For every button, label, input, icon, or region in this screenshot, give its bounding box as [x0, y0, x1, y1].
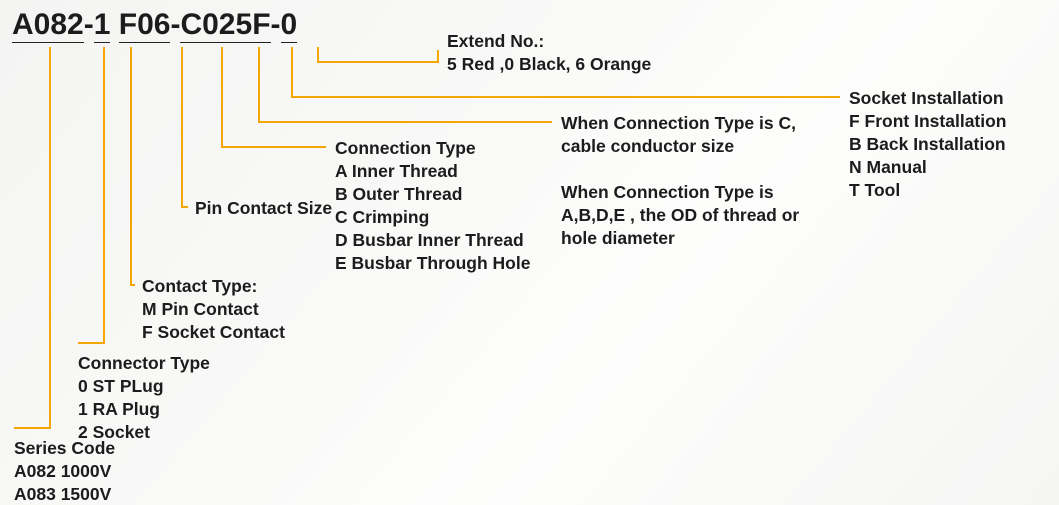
callout-line: D Busbar Inner Thread: [335, 229, 530, 252]
part-segment: 025: [202, 8, 252, 43]
part-segment: -: [271, 8, 281, 41]
part-segment: F: [252, 8, 270, 43]
leader-connector-type: [78, 47, 104, 343]
part-segment: A082: [12, 8, 84, 43]
callout-line: cable conductor size: [561, 135, 799, 158]
callout-series-code: Series CodeA082 1000VA083 1500V: [14, 437, 115, 505]
part-segment: F: [119, 8, 137, 43]
callout-connector-type: Connector Type0 ST PLug1 RA Plug2 Socket: [78, 352, 210, 444]
callout-line: F Front Installation: [849, 110, 1007, 133]
callout-line: A,B,D,E , the OD of thread or: [561, 204, 799, 227]
callout-header: Series Code: [14, 437, 115, 460]
leader-pin-contact-size: [182, 47, 188, 207]
callout-header: Connection Type: [335, 137, 530, 160]
callout-contact-type: Contact Type:M Pin ContactF Socket Conta…: [142, 275, 285, 344]
callout-line: F Socket Contact: [142, 321, 285, 344]
callout-line: [561, 158, 799, 181]
callout-pin-contact-size: Pin Contact Size: [195, 197, 332, 220]
callout-line: A Inner Thread: [335, 160, 530, 183]
callout-line: 1 RA Plug: [78, 398, 210, 421]
callout-line: 5 Red ,0 Black, 6 Orange: [447, 53, 651, 76]
leader-series-code: [14, 47, 50, 428]
callout-line: B Back Installation: [849, 133, 1007, 156]
callout-line: C Crimping: [335, 206, 530, 229]
callout-connection-type: Connection TypeA Inner ThreadB Outer Thr…: [335, 137, 530, 275]
callout-header: Connector Type: [78, 352, 210, 375]
part-segment: 0: [281, 8, 298, 43]
part-number: A082-1 F06-C025F-0: [12, 8, 297, 42]
part-segment: 1: [94, 8, 111, 43]
leader-contact-type: [131, 47, 135, 285]
callout-line: T Tool: [849, 179, 1007, 202]
callout-line: N Manual: [849, 156, 1007, 179]
callout-extend-no: Extend No.:5 Red ,0 Black, 6 Orange: [447, 30, 651, 76]
callout-header: Socket Installation: [849, 87, 1007, 110]
part-segment: [110, 8, 118, 41]
callout-header: When Connection Type is C,: [561, 112, 799, 135]
callout-header: Extend No.:: [447, 30, 651, 53]
part-segment: -: [84, 8, 94, 41]
callout-line: M Pin Contact: [142, 298, 285, 321]
callout-line: hole diameter: [561, 227, 799, 250]
callout-line: E Busbar Through Hole: [335, 252, 530, 275]
part-segment: -: [170, 8, 180, 41]
callout-socket-installation: Socket InstallationF Front InstallationB…: [849, 87, 1007, 202]
callout-line: A082 1000V: [14, 460, 115, 483]
callout-conductor-size: When Connection Type is C,cable conducto…: [561, 112, 799, 250]
part-segment: 06: [137, 8, 170, 43]
callout-line: B Outer Thread: [335, 183, 530, 206]
callout-line: When Connection Type is: [561, 181, 799, 204]
callout-header: Contact Type:: [142, 275, 285, 298]
part-segment: C: [180, 8, 202, 43]
leader-connection-type: [222, 47, 326, 147]
leader-extend-no: [318, 47, 438, 62]
callout-line: 0 ST PLug: [78, 375, 210, 398]
callout-header: Pin Contact Size: [195, 197, 332, 220]
callout-line: A083 1500V: [14, 483, 115, 505]
